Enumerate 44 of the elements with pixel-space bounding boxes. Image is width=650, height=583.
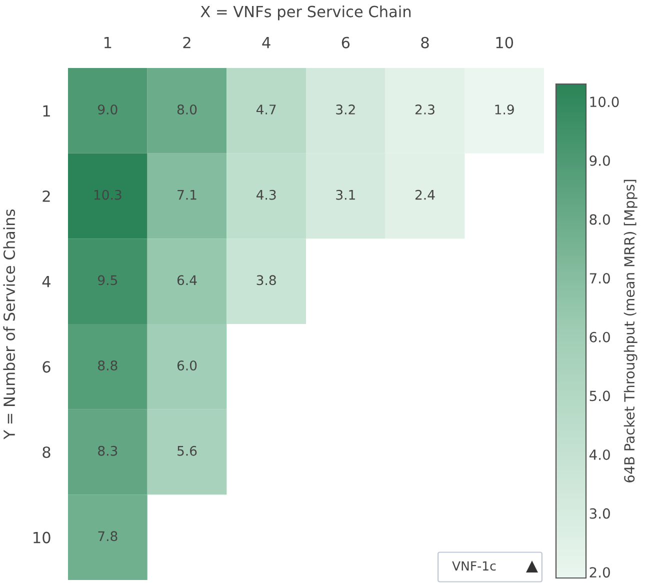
x-tick-label: 2 [183,36,190,48]
data-label: 4.7 [256,104,276,114]
data-label: 6.4 [177,275,197,286]
color-bar-label: 10.0 [590,96,619,108]
color-bar-label: 8.0 [590,214,610,225]
x-tick-label: 4 [262,37,270,48]
y-tick-label: 4 [42,276,50,288]
color-bar-label: 7.0 [590,273,610,284]
x-tick-label: 10 [496,36,514,48]
data-label: 8.8 [98,360,118,370]
y-axis-title: Y = Number of Service Chains [3,209,16,440]
color-bar-label: 2.0 [590,567,610,578]
color-bar-label: 3.0 [590,508,610,519]
data-label: 3.1 [336,190,355,200]
y-tick-label: 1 [43,105,50,116]
data-label: 1.9 [495,104,514,114]
y-tick-label: 6 [42,361,50,373]
x-axis-title: X = VNFs per Service Chain [200,5,411,20]
data-label: 5.6 [178,446,197,456]
color-bar-label: 6.0 [590,332,610,342]
x-tick-label: 6 [342,36,350,48]
y-tick-label: 8 [42,446,50,458]
data-label: 10.3 [94,190,122,200]
data-label: 7.1 [178,190,196,200]
data-label: 2.3 [415,104,434,114]
color-bar-label: 4.0 [589,449,610,460]
data-label: 2.4 [415,190,435,200]
data-label: 8.0 [177,104,197,114]
annotation: VNF-1c [452,561,496,571]
y-tick-label: 2 [42,190,50,202]
color-bar-label: 5.0 [590,390,610,402]
color-bar-title: 64B Packet Throughput (mean MRR) [Mpps] [624,180,638,482]
data-label: 3.2 [336,104,355,114]
data-label: 4.3 [256,190,276,200]
data-label: 3.8 [256,275,276,286]
data-label: 9.0 [98,104,118,114]
data-label: 6.0 [177,360,197,370]
data-label: 8.3 [98,446,118,456]
data-label: 9.5 [98,275,118,286]
data-label: 7.8 [98,531,118,542]
y-tick-label: 10 [34,532,50,544]
color-bar-label: 9.0 [590,155,610,166]
x-tick-label: 8 [421,36,429,48]
x-tick-label: 1 [104,37,112,48]
